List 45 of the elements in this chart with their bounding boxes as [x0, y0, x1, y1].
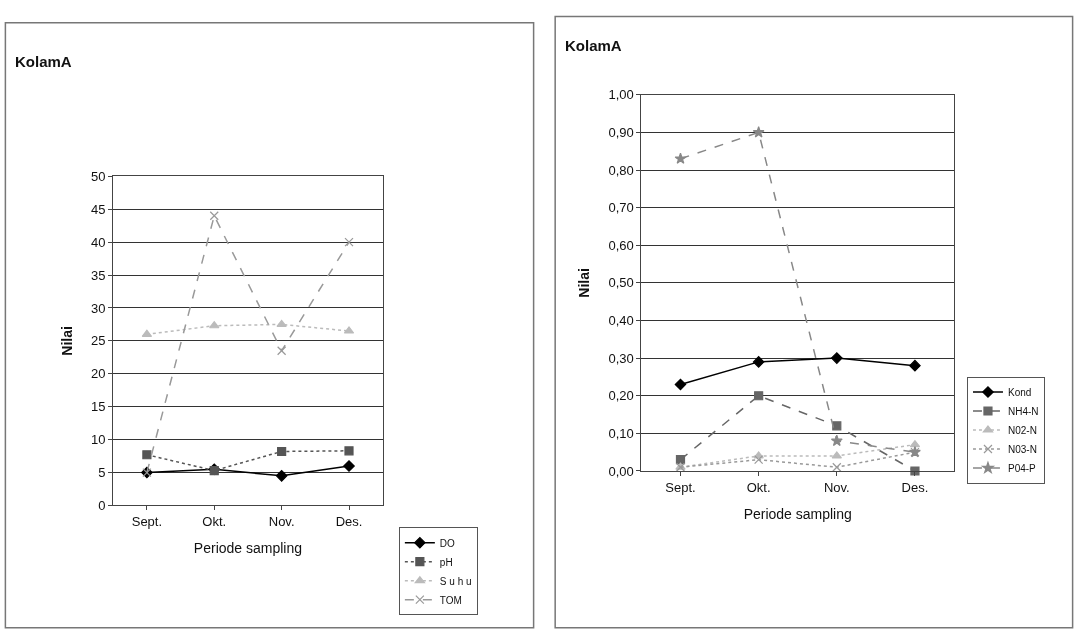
- legend-label: TOM: [439, 594, 462, 606]
- x-axis-title: Periode sampling: [743, 505, 852, 522]
- x-axis-title: Periode sampling: [193, 540, 303, 557]
- chart-title: KolamA: [565, 37, 622, 54]
- y-tick-label: 0: [98, 498, 106, 514]
- y-tick-label: 0,80: [608, 162, 634, 178]
- y-tick-label: 40: [91, 234, 106, 250]
- y-tick-label: 0,30: [608, 350, 634, 366]
- y-tick-label: 0,00: [608, 463, 634, 479]
- y-tick-label: 0,90: [608, 124, 634, 140]
- y-tick-label: 0,70: [608, 200, 634, 216]
- x-tick-label: Sept.: [665, 479, 696, 495]
- legend-label: N03-N: [1007, 443, 1037, 455]
- x-tick-label: Okt.: [202, 514, 227, 530]
- y-tick-label: 30: [91, 300, 106, 316]
- y-tick-label: 0,40: [608, 313, 634, 329]
- y-tick-label: 35: [91, 267, 106, 283]
- y-tick-label: 25: [91, 333, 106, 349]
- y-axis-title: Nilai: [58, 326, 75, 356]
- y-tick-label: 1,00: [608, 87, 634, 103]
- legend-label: N02-N: [1007, 424, 1037, 436]
- x-tick-label: Sept.: [131, 514, 163, 530]
- y-tick-label: 0,20: [608, 388, 634, 404]
- y-tick-label: 15: [91, 399, 106, 415]
- legend-label: DO: [439, 537, 456, 549]
- legend-label: S u h u: [439, 575, 472, 587]
- legend-label: NH4-N: [1007, 405, 1039, 417]
- x-tick-label: Nov.: [823, 479, 850, 495]
- y-axis-title: Nilai: [576, 268, 593, 298]
- chart-title: KolamA: [15, 53, 72, 70]
- x-tick-label: Okt.: [746, 479, 771, 495]
- y-tick-label: 10: [91, 432, 106, 448]
- y-tick-label: 20: [91, 366, 106, 382]
- y-tick-label: 0,60: [608, 237, 634, 253]
- x-tick-label: Des.: [901, 479, 929, 495]
- legend-label: Kond: [1007, 386, 1032, 398]
- x-tick-label: Nov.: [268, 514, 295, 530]
- y-tick-label: 5: [98, 465, 106, 481]
- legend-label: pH: [439, 556, 453, 568]
- x-tick-label: Des.: [335, 514, 363, 530]
- y-tick-label: 0,50: [608, 275, 634, 291]
- y-tick-label: 45: [91, 201, 106, 217]
- legend-label: P04-P: [1007, 462, 1037, 474]
- y-tick-label: 0,10: [608, 425, 634, 441]
- y-tick-label: 50: [91, 168, 106, 184]
